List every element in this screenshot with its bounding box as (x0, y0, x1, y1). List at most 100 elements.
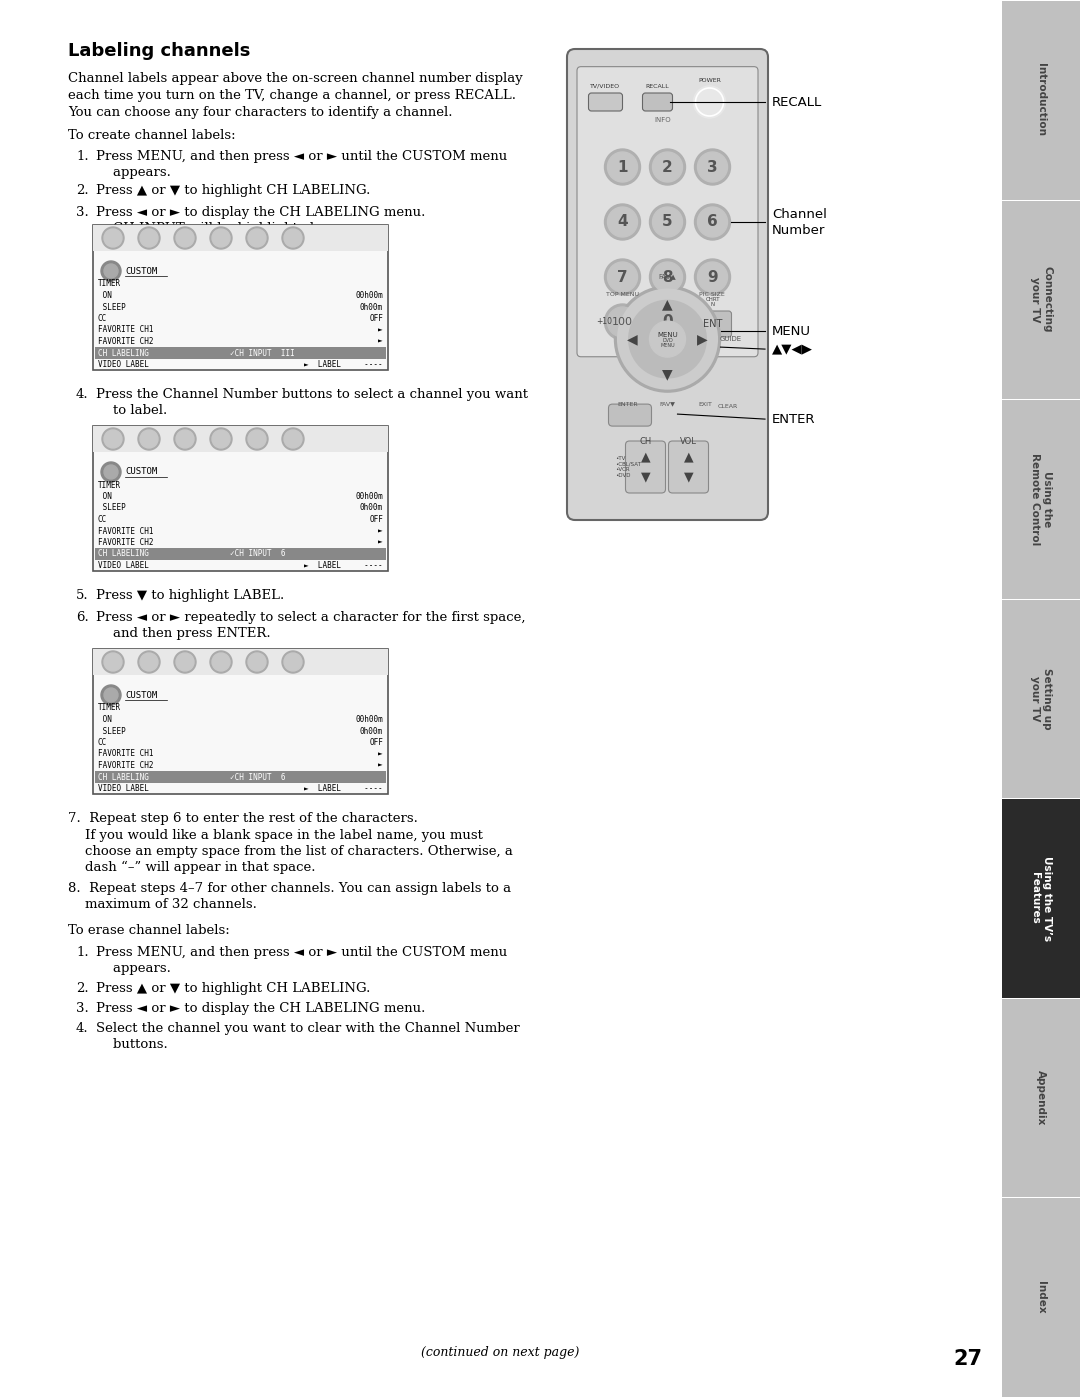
Text: ENTER: ENTER (617, 401, 638, 407)
Circle shape (212, 229, 230, 247)
Circle shape (248, 430, 266, 448)
Bar (95, 348, 386, 359)
Text: POWER: POWER (698, 77, 721, 82)
Text: 3.: 3. (76, 205, 89, 219)
Text: ◀: ◀ (627, 332, 638, 346)
Circle shape (693, 87, 726, 117)
Text: Appendix: Appendix (1036, 1070, 1047, 1126)
Text: MENU: MENU (657, 332, 678, 338)
Circle shape (282, 427, 303, 450)
Circle shape (176, 229, 194, 247)
Text: MENU: MENU (772, 324, 811, 338)
Circle shape (140, 229, 158, 247)
Bar (1002, 1, 1080, 200)
Text: OFF: OFF (369, 314, 383, 323)
Text: 1.: 1. (76, 946, 89, 958)
Text: ►  LABEL     ----: ► LABEL ---- (305, 784, 383, 793)
Circle shape (607, 152, 637, 182)
Bar (93, 426, 388, 571)
Circle shape (210, 427, 232, 450)
Text: 8: 8 (662, 270, 673, 285)
Bar (93, 650, 388, 793)
Text: 6.: 6. (76, 610, 89, 624)
Text: VIDEO LABEL: VIDEO LABEL (98, 784, 149, 793)
Bar (93, 426, 388, 453)
Text: 2.: 2. (76, 184, 89, 197)
Text: 4.: 4. (76, 1023, 89, 1035)
Text: ▶: ▶ (698, 332, 707, 346)
Circle shape (102, 226, 124, 249)
Text: ►  LABEL     ----: ► LABEL ---- (305, 360, 383, 369)
Circle shape (104, 264, 118, 278)
Circle shape (649, 321, 686, 358)
Circle shape (652, 263, 683, 292)
Circle shape (607, 263, 637, 292)
Text: ►: ► (378, 538, 383, 548)
Circle shape (102, 462, 121, 482)
Circle shape (698, 207, 728, 237)
Text: SLEEP: SLEEP (98, 503, 125, 513)
Text: INFO: INFO (654, 117, 671, 123)
Bar (1002, 999, 1080, 1197)
Text: 0h00m: 0h00m (360, 726, 383, 735)
Circle shape (102, 685, 121, 705)
Text: 1: 1 (618, 159, 627, 175)
Text: Press ◄ or ► to display the CH LABELING menu.: Press ◄ or ► to display the CH LABELING … (96, 205, 426, 219)
Text: ►  LABEL     ----: ► LABEL ---- (305, 562, 383, 570)
Text: Press MENU, and then press ◄ or ► until the CUSTOM menu: Press MENU, and then press ◄ or ► until … (96, 946, 508, 958)
Text: Labeling channels: Labeling channels (68, 42, 251, 60)
Text: RECALL: RECALL (772, 95, 822, 109)
Circle shape (104, 687, 118, 703)
Text: CC: CC (98, 314, 107, 323)
Text: Press MENU, and then press ◄ or ► until the CUSTOM menu: Press MENU, and then press ◄ or ► until … (96, 149, 508, 163)
FancyBboxPatch shape (625, 441, 665, 493)
Circle shape (622, 295, 713, 384)
Text: CC: CC (98, 515, 107, 524)
Text: CH LABELING: CH LABELING (98, 549, 149, 559)
Circle shape (102, 427, 124, 450)
Text: maximum of 32 channels.: maximum of 32 channels. (68, 898, 257, 911)
Text: CUSTOM: CUSTOM (125, 468, 158, 476)
Circle shape (246, 427, 268, 450)
Circle shape (284, 229, 302, 247)
Text: 7: 7 (617, 270, 627, 285)
Text: CH: CH (639, 436, 651, 446)
Text: Press ◄ or ► to display the CH LABELING menu.: Press ◄ or ► to display the CH LABELING … (96, 1002, 426, 1016)
Text: ▲: ▲ (662, 298, 673, 312)
Text: FAV▼: FAV▼ (660, 401, 675, 407)
Circle shape (607, 207, 637, 237)
Text: 0h00m: 0h00m (360, 503, 383, 513)
Text: CHRT
N: CHRT N (705, 296, 719, 307)
Text: 5: 5 (662, 215, 673, 229)
Text: GUIDE: GUIDE (719, 337, 742, 342)
Bar (1002, 400, 1080, 599)
Circle shape (282, 651, 303, 673)
Text: ON: ON (98, 492, 112, 502)
Text: 4: 4 (617, 215, 627, 229)
Circle shape (176, 430, 194, 448)
FancyBboxPatch shape (643, 94, 673, 110)
Circle shape (138, 226, 160, 249)
Text: If you would like a blank space in the label name, you must: If you would like a blank space in the l… (68, 828, 483, 842)
Text: Connecting
your TV: Connecting your TV (1030, 265, 1052, 332)
FancyBboxPatch shape (567, 49, 768, 520)
Circle shape (652, 307, 683, 337)
Text: 9: 9 (707, 270, 718, 285)
Circle shape (282, 226, 303, 249)
Text: ▲: ▲ (684, 450, 693, 464)
Circle shape (174, 427, 195, 450)
FancyBboxPatch shape (577, 67, 758, 356)
Text: 2.: 2. (76, 982, 89, 995)
Text: CLEAR: CLEAR (717, 404, 738, 408)
Text: To erase channel labels:: To erase channel labels: (68, 923, 230, 937)
Text: •TV
•CBL/SAT
•VCR
•DVD: •TV •CBL/SAT •VCR •DVD (616, 455, 642, 478)
Text: Press ▲ or ▼ to highlight CH LABELING.: Press ▲ or ▼ to highlight CH LABELING. (96, 184, 370, 197)
Text: VIDEO LABEL: VIDEO LABEL (98, 562, 149, 570)
Text: Using the
Remote Control: Using the Remote Control (1030, 453, 1052, 545)
Text: ON: ON (98, 291, 112, 300)
Text: (continued on next page): (continued on next page) (421, 1345, 579, 1359)
Text: appears.: appears. (96, 963, 171, 975)
Circle shape (104, 465, 118, 479)
Circle shape (104, 652, 122, 671)
Text: FAVORITE CH1: FAVORITE CH1 (98, 527, 153, 535)
